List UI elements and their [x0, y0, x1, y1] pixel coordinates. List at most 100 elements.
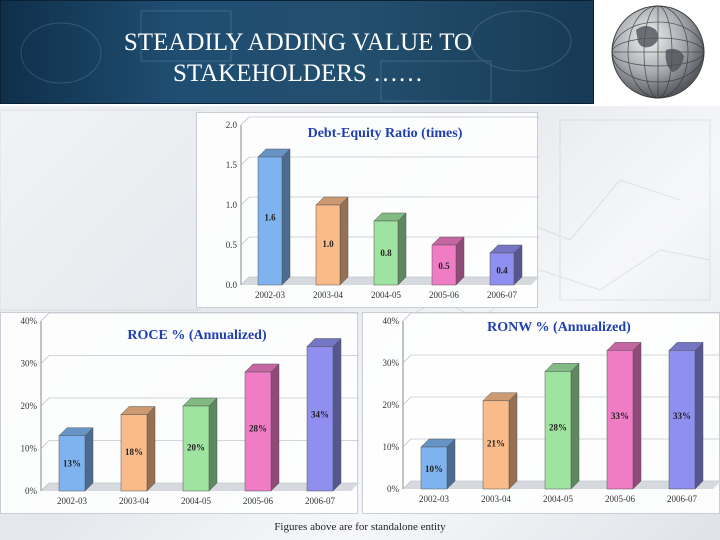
roce-grid-diag: [40, 397, 50, 407]
debt-equity-data-label: 1.0: [322, 239, 334, 249]
debt-equity-bar-front: [489, 252, 515, 286]
debt-equity-data-label: 0.4: [496, 265, 508, 275]
debt-equity-bar-front: [315, 204, 341, 286]
roce-bar-2006-07: [306, 337, 342, 492]
debt-equity-bar-2006-07: [489, 244, 523, 286]
ronw-y-tick-label: 20%: [383, 400, 400, 410]
roce-bar-side: [270, 363, 280, 492]
ronw-grid-diag: [402, 480, 412, 490]
roce-x-tick-label: 2004-05: [181, 496, 211, 506]
debt-equity-bar-side: [339, 196, 349, 286]
ronw-data-label: 21%: [487, 438, 505, 448]
roce-bar-2003-04: [120, 405, 156, 492]
roce-chart-title: ROCE % (Annualized): [127, 328, 267, 343]
ronw-bar-side: [632, 341, 642, 490]
page-title: STEADILY ADDING VALUE TO STAKEHOLDERS ……: [1, 27, 593, 89]
ronw-y-tick-label: 10%: [383, 442, 400, 452]
debt-equity-y-tick-label: 1.5: [226, 160, 238, 170]
ronw-bar-2003-04: [482, 392, 518, 490]
roce-data-label: 18%: [125, 447, 143, 457]
debt-equity-data-label: 0.8: [380, 248, 392, 258]
roce-bar-2004-05: [182, 397, 218, 492]
debt-equity-x-tick-label: 2002-03: [255, 290, 285, 300]
debt-equity-y-tick-label: 1.0: [226, 200, 238, 210]
ronw-bar-2005-06: [606, 341, 642, 490]
debt-equity-x-tick-label: 2005-06: [429, 290, 459, 300]
ronw-grid-diag: [402, 396, 412, 406]
ronw-grid-diag: [402, 312, 412, 322]
debt-equity-y-tick-label: 2.0: [226, 120, 238, 130]
ronw-x-tick-label: 2004-05: [543, 494, 573, 504]
debt-equity-grid-diag: [240, 116, 250, 126]
ronw-data-label: 28%: [549, 422, 567, 432]
roce-x-tick-label: 2003-04: [119, 496, 149, 506]
roce-data-label: 34%: [311, 410, 329, 420]
roce-x-tick-label: 2005-06: [243, 496, 273, 506]
ronw-bar-front: [606, 350, 634, 490]
ronw-x-tick-label: 2002-03: [419, 494, 449, 504]
debt-equity-chart: 0.0 0.5 1.0 1.5 2.0 Debt-Equity Ratio (times)…: [226, 116, 539, 300]
roce-chart: 0% 10% 20% 30% 40% ROCE % (Annualized) 13% 2002…: [21, 312, 359, 506]
ronw-y-tick-label: 40%: [383, 316, 400, 326]
banknote-pattern: [20, 10, 572, 102]
ronw-x-tick-label: 2003-04: [481, 494, 511, 504]
debt-equity-grid-diag: [240, 276, 250, 286]
ronw-chart: 0% 10% 20% 30% 40% RONW % (Annualized) 10% 2002…: [383, 312, 720, 504]
roce-chart-panel: 0% 10% 20% 30% 40% ROCE % (Annualized) 13% 2002…: [0, 312, 359, 514]
debt-equity-bar-2004-05: [373, 212, 407, 286]
roce-y-tick-label: 30%: [21, 359, 38, 369]
ronw-bar-side: [446, 438, 456, 490]
roce-y-tick-label: 40%: [21, 316, 38, 326]
roce-y-tick-label: 0%: [25, 486, 38, 496]
debt-equity-bar-side: [455, 236, 465, 286]
roce-bar-side: [332, 337, 342, 492]
ronw-y-tick-label: 30%: [383, 358, 400, 368]
ronw-data-label: 33%: [673, 411, 691, 421]
debt-equity-y-tick-label: 0.5: [226, 240, 238, 250]
roce-y-tick-label: 10%: [21, 444, 38, 454]
roce-x-tick-label: 2006-07: [305, 496, 335, 506]
ronw-x-tick-label: 2006-07: [667, 494, 697, 504]
roce-bar-front: [120, 414, 148, 492]
ronw-data-label: 10%: [425, 464, 443, 474]
debt-equity-bar-side: [281, 148, 291, 286]
ronw-bar-2002-03: [420, 438, 456, 490]
debt-equity-bar-front: [257, 156, 283, 286]
ronw-chart-panel: 0% 10% 20% 30% 40% RONW % (Annualized) 10% 2002…: [362, 312, 720, 514]
roce-grid-diag: [40, 440, 50, 449]
ronw-grid-diag: [402, 354, 412, 364]
ronw-bar-front: [482, 400, 510, 490]
debt-equity-x-tick-label: 2004-05: [371, 290, 401, 300]
footnote: Figures above are for standalone entity: [274, 521, 446, 533]
title-box: STEADILY ADDING VALUE TO STAKEHOLDERS ……: [0, 0, 594, 104]
title-line-2: STAKEHOLDERS ……: [172, 60, 424, 87]
globe-logo: [596, 0, 720, 104]
title-line-1: STEADILY ADDING VALUE TO: [123, 29, 473, 56]
debt-equity-bar-2003-04: [315, 196, 349, 286]
ronw-bar-2006-07: [668, 341, 704, 490]
debt-equity-chart-title: Debt-Equity Ratio (times): [308, 126, 463, 141]
ronw-bar-front: [668, 350, 696, 490]
ronw-bar-front: [420, 446, 448, 490]
debt-equity-x-tick-label: 2006-07: [487, 290, 517, 300]
debt-equity-bar-front: [373, 220, 399, 286]
debt-equity-data-label: 0.5: [438, 261, 450, 271]
debt-equity-x-tick-label: 2003-04: [313, 290, 343, 300]
roce-data-label: 28%: [249, 424, 267, 434]
roce-bar-2005-06: [244, 363, 280, 492]
debt-equity-bar-2002-03: [257, 148, 291, 286]
ronw-chart-title: RONW % (Annualized): [487, 320, 631, 335]
debt-equity-bar-front: [431, 244, 457, 286]
ronw-bar-front: [544, 371, 572, 490]
roce-grid-diag: [40, 482, 50, 492]
ronw-y-tick-label: 0%: [387, 484, 400, 494]
roce-bar-front: [182, 405, 210, 492]
roce-grid-diag: [40, 355, 50, 364]
ronw-bar-2004-05: [544, 362, 580, 490]
roce-bar-side: [84, 427, 94, 492]
ronw-x-tick-label: 2005-06: [605, 494, 635, 504]
debt-equity-data-label: 1.6: [264, 213, 276, 223]
ronw-grid-diag: [402, 438, 412, 448]
ronw-data-label: 33%: [611, 411, 629, 421]
debt-equity-grid-diag: [240, 156, 250, 166]
